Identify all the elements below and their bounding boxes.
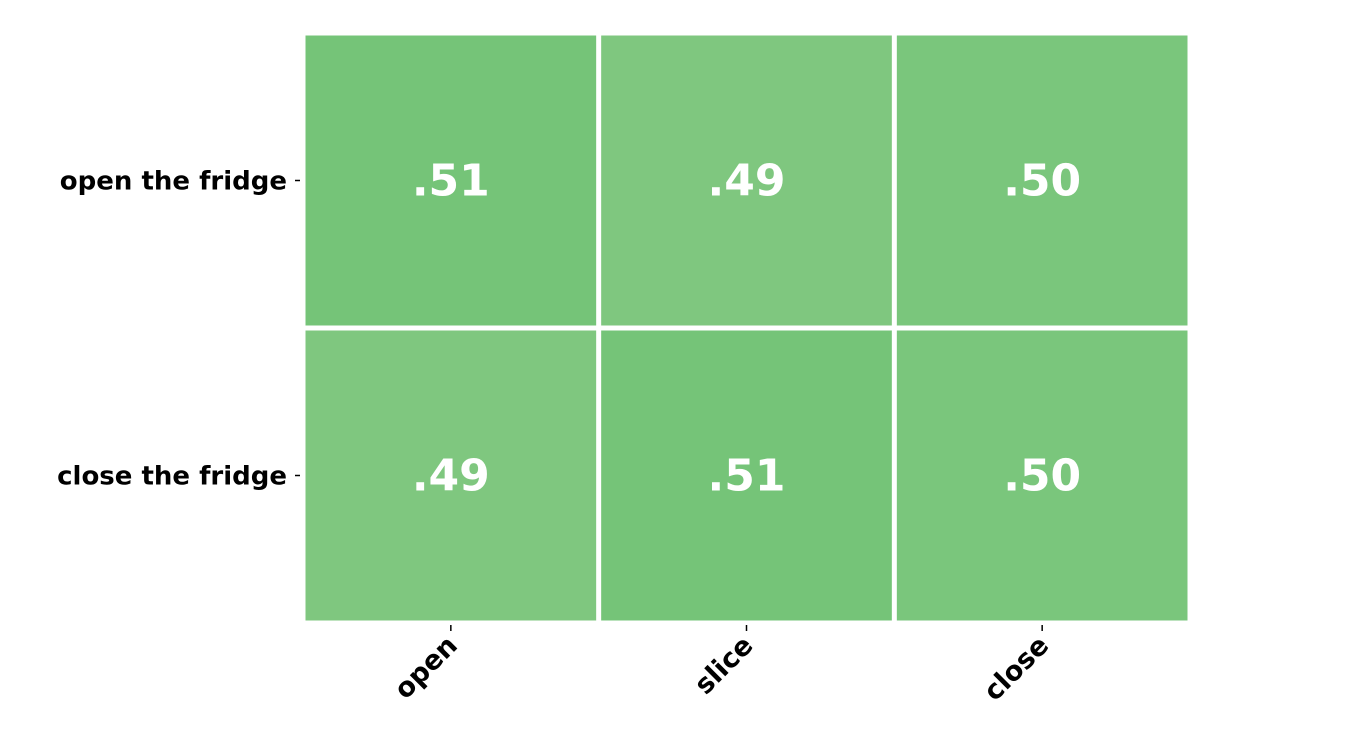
heatmap-cell xyxy=(896,35,1188,326)
row-labels: open the fridge close the fridge xyxy=(57,167,300,492)
column-label: slice xyxy=(689,630,760,701)
row-label: open the fridge xyxy=(60,167,287,197)
cell-value-label: .51 xyxy=(708,451,786,502)
heatmap-cell xyxy=(305,35,597,326)
column-labels: open slice close xyxy=(389,625,1055,707)
cells-layer: .51 .49 .50 .49 .51 .50 xyxy=(305,35,1188,621)
cell-value-label: .50 xyxy=(1003,451,1081,502)
cell-value-label: .49 xyxy=(412,451,490,502)
heatmap-cell xyxy=(601,330,892,621)
column-label: close xyxy=(978,630,1055,707)
cell-value-label: .50 xyxy=(1003,156,1081,207)
heatmap-cell xyxy=(896,330,1188,621)
column-label: open xyxy=(389,630,464,705)
heatmap-cell xyxy=(305,330,597,621)
cell-value-label: .51 xyxy=(412,156,490,207)
cell-value-label: .49 xyxy=(708,156,786,207)
heatmap-cell xyxy=(601,35,892,326)
row-label: close the fridge xyxy=(57,462,287,492)
